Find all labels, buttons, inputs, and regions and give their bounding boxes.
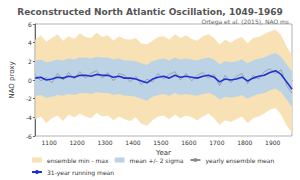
- svg-text:-6: -6: [26, 133, 32, 140]
- svg-text:6: 6: [28, 21, 32, 28]
- svg-text:2: 2: [28, 58, 32, 65]
- svg-text:1800: 1800: [237, 139, 252, 146]
- svg-text:0: 0: [28, 77, 32, 84]
- svg-text:Reconstructed North Atlantic O: Reconstructed North Atlantic Oscillation…: [17, 7, 283, 17]
- svg-text:1400: 1400: [125, 139, 140, 146]
- svg-text:1300: 1300: [97, 139, 112, 146]
- svg-text:Year: Year: [156, 149, 171, 158]
- svg-text:1600: 1600: [181, 139, 196, 146]
- svg-text:-4: -4: [26, 114, 32, 121]
- svg-text:1100: 1100: [41, 139, 56, 146]
- svg-text:mean +/- 2 sigma: mean +/- 2 sigma: [130, 157, 184, 165]
- svg-text:NAO proxy: NAO proxy: [8, 61, 16, 98]
- svg-text:1500: 1500: [153, 139, 168, 146]
- svg-text:ensemble min - max: ensemble min - max: [47, 157, 109, 164]
- svg-text:1700: 1700: [209, 139, 224, 146]
- svg-text:4: 4: [28, 39, 32, 46]
- svg-text:Ortega et al. (2015), NAO ms: Ortega et al. (2015), NAO ms: [201, 18, 289, 26]
- svg-text:1200: 1200: [69, 139, 84, 146]
- svg-text:31-year running mean: 31-year running mean: [47, 169, 114, 177]
- svg-text:-2: -2: [26, 95, 32, 102]
- svg-text:yearly ensemble mean: yearly ensemble mean: [205, 157, 274, 165]
- svg-text:1900: 1900: [265, 139, 280, 146]
